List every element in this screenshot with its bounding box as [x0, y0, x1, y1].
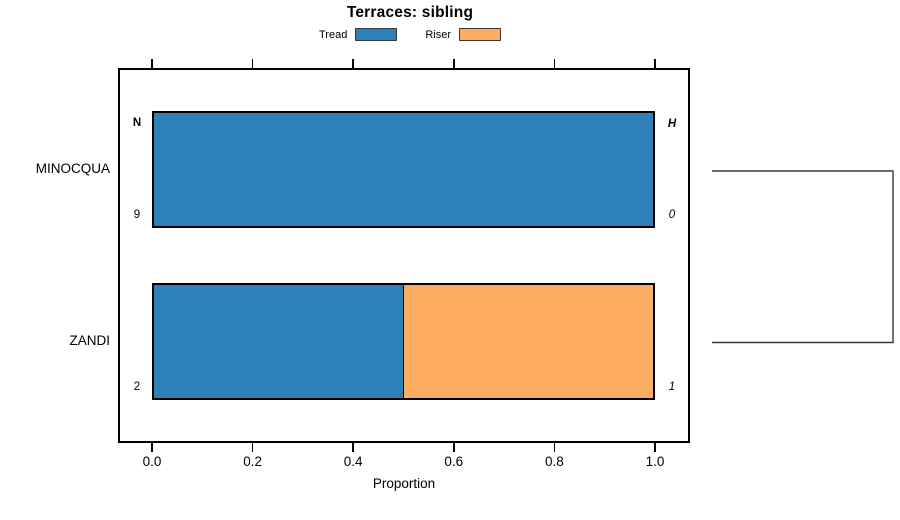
x-tick-top	[453, 59, 455, 68]
legend-item: Riser	[425, 28, 501, 41]
n-header-label: N	[132, 117, 142, 129]
legend: Tread Riser	[0, 28, 820, 41]
plot-border	[118, 68, 690, 443]
x-tick-top	[151, 59, 153, 68]
x-tick-top	[352, 59, 354, 68]
x-tick-label: 0.0	[142, 454, 162, 469]
h-value-label: 0	[668, 209, 676, 221]
x-tick-bottom	[553, 443, 556, 452]
x-tick-bottom	[453, 443, 455, 452]
bar-outline	[152, 111, 655, 228]
x-tick-top	[654, 59, 656, 68]
x-tick-label: 0.4	[343, 454, 363, 469]
x-tick-label: 0.6	[444, 454, 464, 469]
x-tick-label: 1.0	[645, 454, 665, 469]
h-value-label: 1	[668, 381, 676, 393]
x-tick-bottom	[251, 443, 254, 452]
legend-label: Tread	[319, 28, 348, 41]
x-tick-label: 0.8	[545, 454, 564, 469]
category-label: ZANDI	[69, 332, 111, 348]
bar-outline	[152, 283, 655, 400]
bar-segment	[152, 283, 404, 400]
legend-label: Riser	[425, 28, 451, 41]
bar-segment	[152, 111, 655, 228]
h-header-label: H	[667, 118, 677, 130]
legend-item: Tread	[319, 28, 398, 41]
legend-swatch	[355, 28, 398, 41]
x-tick-label: 0.2	[243, 454, 262, 469]
chart-title: Terraces: sibling	[346, 4, 474, 21]
n-value-label: 2	[133, 381, 141, 393]
x-tick-bottom	[654, 443, 656, 452]
dendrogram-bracket	[712, 170, 894, 344]
x-tick-bottom	[352, 443, 354, 452]
bar-segment	[403, 283, 655, 400]
x-tick-top	[251, 59, 254, 68]
category-label: MINOCQUA	[35, 160, 110, 176]
x-axis-label: Proportion	[372, 476, 436, 491]
x-tick-top	[553, 59, 556, 68]
n-value-label: 9	[133, 209, 141, 221]
legend-swatch	[459, 28, 501, 41]
x-tick-bottom	[151, 443, 153, 452]
